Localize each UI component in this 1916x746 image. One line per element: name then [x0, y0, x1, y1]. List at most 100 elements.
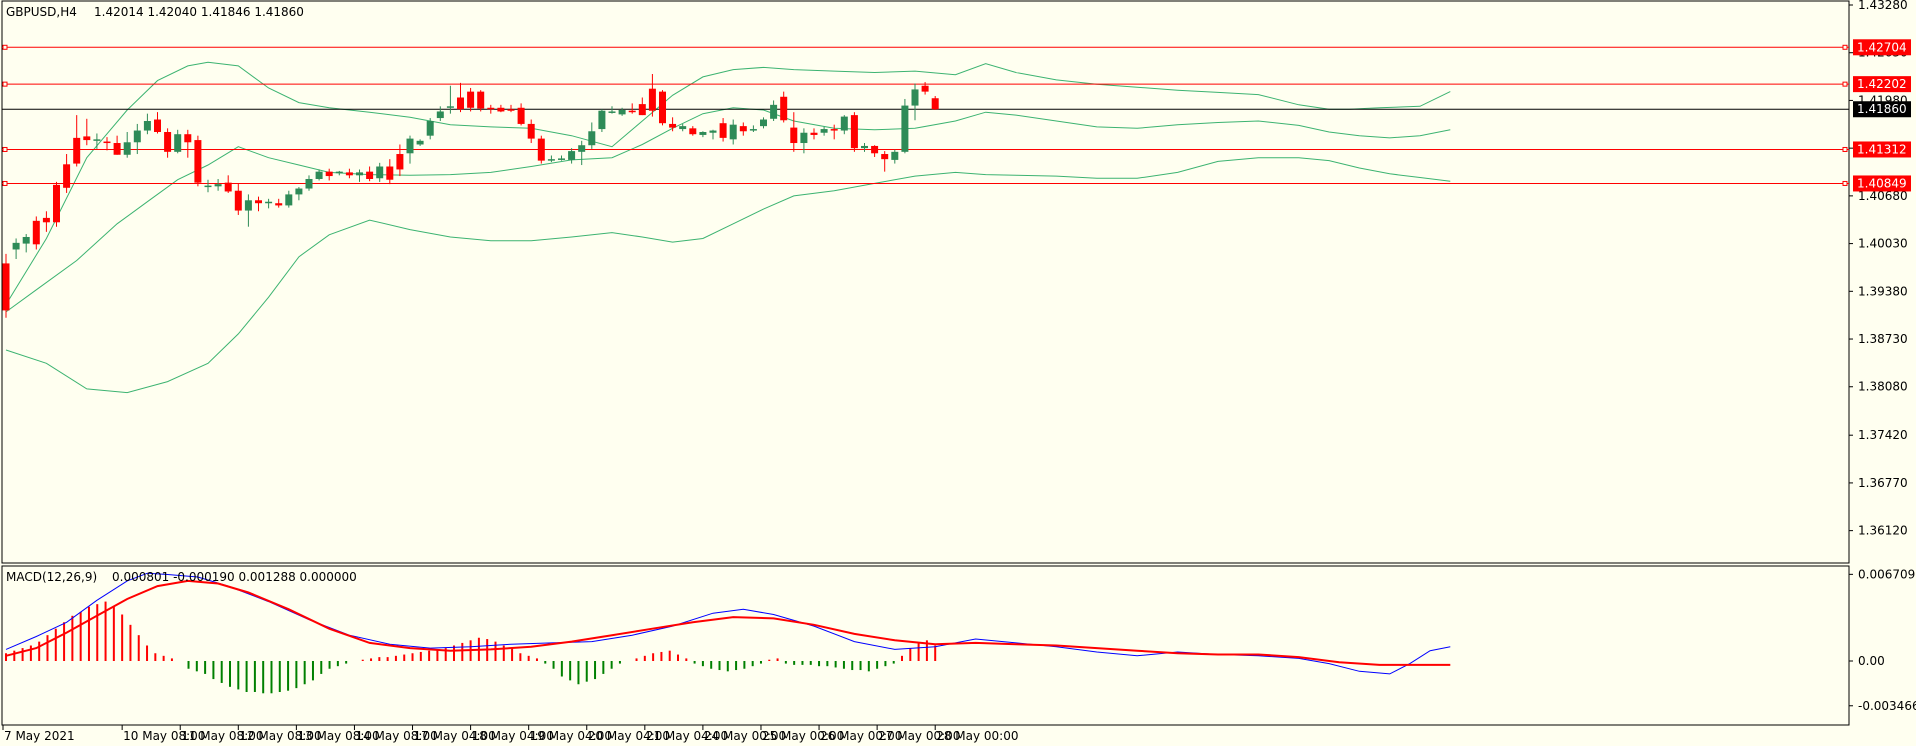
bearish-candle[interactable] [780, 96, 788, 121]
bullish-candle[interactable] [699, 132, 707, 135]
bullish-candle[interactable] [558, 158, 565, 160]
bearish-candle[interactable] [497, 107, 505, 112]
bearish-candle[interactable] [638, 104, 646, 116]
price-pane-frame[interactable] [1, 0, 1850, 564]
bullish-candle[interactable] [426, 120, 434, 136]
bullish-candle[interactable] [729, 124, 737, 140]
bearish-candle[interactable] [184, 134, 192, 143]
bullish-candle[interactable] [770, 104, 778, 119]
level-anchor-right[interactable] [1842, 180, 1848, 186]
bearish-candle[interactable] [790, 127, 798, 144]
bullish-candle[interactable] [93, 139, 101, 141]
bullish-candle[interactable] [244, 200, 252, 211]
bearish-candle[interactable] [63, 164, 71, 188]
bearish-candle[interactable] [477, 91, 485, 109]
bearish-candle[interactable] [628, 110, 636, 113]
bearish-candle[interactable] [830, 129, 838, 131]
bearish-candle[interactable] [194, 140, 202, 183]
bullish-candle[interactable] [315, 171, 323, 179]
level-anchor-right[interactable] [1842, 146, 1848, 152]
bullish-candle[interactable] [861, 145, 868, 149]
bullish-candle[interactable] [12, 242, 20, 250]
bullish-candle[interactable] [376, 166, 384, 179]
bearish-candle[interactable] [648, 88, 656, 111]
bullish-candle[interactable] [143, 120, 151, 131]
bearish-candle[interactable] [2, 263, 10, 311]
bearish-candle[interactable] [659, 91, 666, 124]
bullish-candle[interactable] [406, 138, 414, 154]
bullish-candle[interactable] [204, 185, 212, 188]
bearish-candle[interactable] [103, 141, 111, 144]
bullish-candle[interactable] [174, 134, 182, 152]
bullish-candle[interactable] [578, 145, 586, 152]
bullish-candle[interactable] [608, 111, 616, 113]
bearish-candle[interactable] [921, 85, 929, 92]
bullish-candle[interactable] [446, 106, 454, 108]
bearish-candle[interactable] [669, 123, 677, 128]
bullish-candle[interactable] [588, 131, 596, 146]
bearish-candle[interactable] [234, 190, 242, 211]
bullish-candle[interactable] [901, 105, 909, 152]
bullish-candle[interactable] [265, 201, 273, 204]
bearish-candle[interactable] [366, 171, 374, 179]
bullish-candle[interactable] [911, 89, 919, 106]
bearish-candle[interactable] [154, 119, 161, 133]
bullish-candle[interactable] [891, 151, 899, 160]
level-anchor-left[interactable] [2, 180, 8, 186]
level-anchor-right[interactable] [1842, 81, 1848, 87]
bearish-candle[interactable] [507, 109, 515, 111]
level-anchor-left[interactable] [2, 44, 8, 50]
bearish-candle[interactable] [689, 128, 697, 135]
bearish-candle[interactable] [396, 154, 404, 170]
bearish-candle[interactable] [32, 220, 40, 245]
bearish-candle[interactable] [345, 172, 353, 176]
bullish-candle[interactable] [709, 130, 717, 133]
bearish-candle[interactable] [467, 91, 475, 108]
bullish-candle[interactable] [618, 109, 626, 115]
bullish-candle[interactable] [133, 130, 141, 143]
bearish-candle[interactable] [527, 123, 535, 139]
level-anchor-left[interactable] [2, 81, 8, 87]
bullish-candle[interactable] [840, 116, 848, 131]
bearish-candle[interactable] [850, 115, 858, 149]
macd-pane-frame[interactable] [1, 565, 1850, 726]
bearish-candle[interactable] [164, 132, 172, 152]
bullish-candle[interactable] [820, 129, 828, 133]
bearish-candle[interactable] [255, 200, 262, 204]
bullish-candle[interactable] [335, 171, 343, 174]
level-anchor-right[interactable] [1842, 44, 1848, 50]
bullish-candle[interactable] [416, 140, 424, 145]
bullish-candle[interactable] [305, 178, 313, 189]
bullish-candle[interactable] [598, 110, 606, 130]
bearish-candle[interactable] [537, 138, 545, 161]
bearish-candle[interactable] [83, 136, 91, 141]
bullish-candle[interactable] [679, 126, 687, 130]
bullish-candle[interactable] [436, 111, 444, 119]
bearish-candle[interactable] [386, 166, 394, 180]
bearish-candle[interactable] [325, 171, 333, 177]
level-anchor-left[interactable] [2, 146, 8, 152]
bearish-candle[interactable] [719, 123, 727, 138]
bullish-candle[interactable] [800, 132, 808, 144]
bearish-candle[interactable] [275, 203, 283, 206]
bearish-candle[interactable] [810, 132, 818, 135]
bullish-candle[interactable] [22, 236, 30, 244]
bullish-candle[interactable] [214, 184, 222, 187]
bullish-candle[interactable] [749, 129, 757, 131]
bearish-candle[interactable] [871, 145, 879, 154]
bearish-candle[interactable] [53, 184, 60, 223]
bullish-candle[interactable] [568, 151, 576, 160]
bearish-candle[interactable] [224, 182, 232, 192]
bullish-candle[interactable] [547, 159, 555, 161]
bearish-candle[interactable] [42, 217, 50, 223]
bearish-candle[interactable] [881, 154, 889, 160]
bullish-candle[interactable] [356, 172, 363, 176]
bearish-candle[interactable] [487, 107, 495, 110]
bearish-candle[interactable] [73, 137, 81, 164]
bullish-candle[interactable] [760, 119, 767, 127]
bearish-candle[interactable] [931, 98, 939, 110]
bearish-candle[interactable] [739, 126, 747, 132]
bearish-candle[interactable] [517, 107, 525, 124]
bullish-candle[interactable] [123, 142, 131, 155]
bearish-candle[interactable] [113, 143, 121, 155]
